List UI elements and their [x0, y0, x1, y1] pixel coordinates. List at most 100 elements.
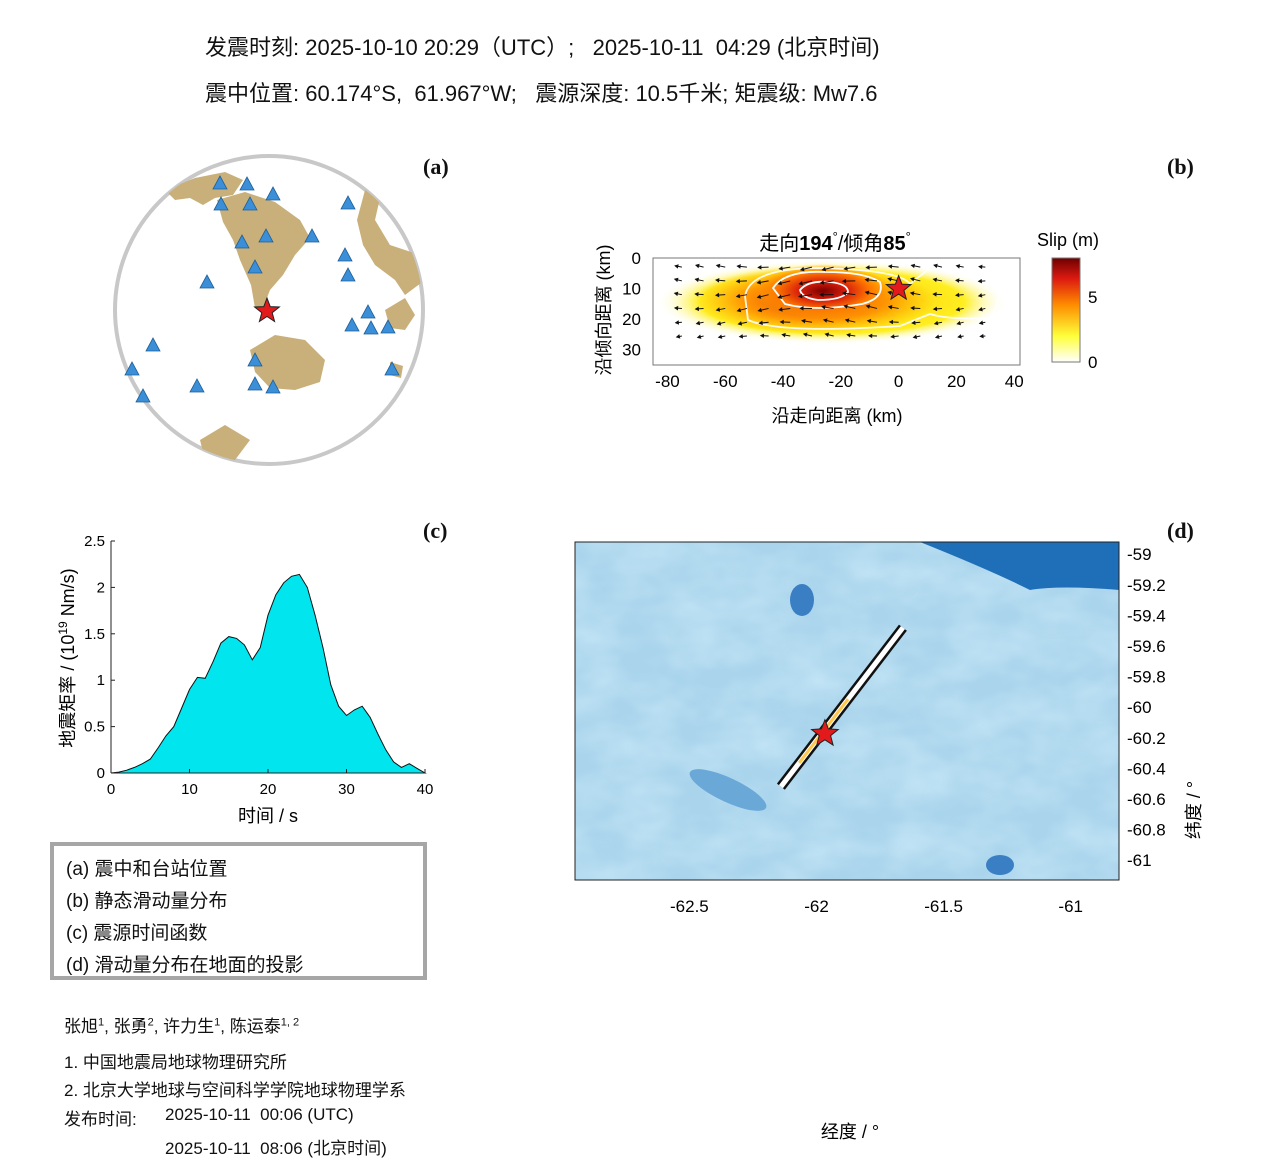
slip-vector-head [979, 333, 984, 339]
slip-vector-head [756, 280, 762, 285]
slip-vector-head [841, 291, 847, 296]
panel-label-d: (d) [1167, 518, 1194, 543]
epicenter-info-line: 震中位置: 60.174°S, 61.967°W; 震源深度: 10.5千米; … [205, 81, 878, 106]
slip-x-label: 沿走向距离 (km) [772, 406, 903, 426]
legend-box: (a) 震中和台站位置 (b) 静态滑动量分布 (c) 震源时间函数 (d) 滑… [50, 842, 427, 980]
slip-vector-head [977, 293, 983, 298]
origin-time-line: 发震时刻: 2025-10-10 20:29（UTC）; 2025-10-11 … [205, 35, 880, 60]
slip-vector-head [675, 334, 681, 339]
slip-vector-head [694, 277, 700, 283]
slip-vector-head [864, 277, 869, 283]
map-x-tick: -62.5 [670, 897, 709, 916]
slip-vector-head [735, 293, 741, 299]
map-x-tick: -61.5 [924, 897, 963, 916]
slip-vector-head [695, 320, 701, 326]
map-x-tick: -62 [804, 897, 829, 916]
affiliation-2: 2. 北京大学地球与空间科学学院地球物理学系 [64, 1081, 406, 1100]
slip-vector-head [777, 280, 783, 286]
slip-vector-head [978, 264, 983, 270]
panel-label-a: (a) [423, 154, 449, 179]
release-time-label: 发布时间: [64, 1110, 137, 1129]
land-masses [165, 172, 423, 460]
panel-label-b: (b) [1167, 154, 1194, 179]
stf-x-tick: 10 [181, 781, 198, 798]
station-triangle [340, 195, 356, 210]
legend-item: (c) 震源时间函数 [66, 923, 208, 944]
slip-x-tick: -80 [655, 372, 680, 391]
slip-vector-head [910, 263, 916, 269]
slip-vector-head [843, 304, 848, 309]
slip-vector-head [888, 319, 894, 325]
slip-vector-head [843, 266, 848, 271]
slip-field [656, 260, 1008, 344]
slip-y-ticks: 0 10 20 30 [622, 249, 641, 360]
station-triangle [363, 320, 379, 335]
station-triangle [380, 319, 396, 334]
slip-vector-head [868, 333, 873, 339]
slip-vector-head [715, 263, 721, 269]
release-time-utc: 2025-10-11 00:06 (UTC) [165, 1105, 354, 1124]
map-y-tick: -59 [1127, 545, 1152, 564]
slip-vector-head [887, 264, 893, 269]
slip-vector-head [932, 277, 938, 283]
slip-x-tick: -40 [771, 372, 796, 391]
stf-y-tick: 0 [97, 765, 105, 782]
map-y-tick: -59.2 [1127, 576, 1166, 595]
release-time-beijing: 2025-10-11 08:06 (北京时间) [165, 1139, 387, 1158]
stf-x-tick: 0 [107, 781, 115, 798]
slip-vector-head [978, 320, 984, 325]
slip-vector-head [696, 334, 702, 339]
station-triangle [145, 337, 161, 352]
legend-item: (a) 震中和台站位置 [66, 859, 228, 880]
station-triangle [239, 176, 255, 191]
stf-area [110, 573, 427, 774]
slip-y-label: 沿倾向距离 (km) [594, 245, 614, 376]
map-y-tick: -60.8 [1127, 821, 1166, 840]
map-x-ticks: -62.5 -62 -61.5 -61 [670, 897, 1083, 916]
slip-vector-head [737, 321, 743, 326]
affiliation-1: 1. 中国地震局地球物理研究所 [64, 1053, 287, 1072]
slip-vector-head [865, 265, 870, 270]
slip-vector-head [802, 332, 808, 337]
slip-vector-head [887, 290, 892, 296]
station-triangle [135, 388, 151, 403]
stf-x-tick: 30 [338, 781, 355, 798]
slip-vector-head [695, 263, 700, 269]
station-markers [124, 175, 400, 403]
map-y-tick: -60.2 [1127, 729, 1166, 748]
slip-distribution-chart: 走向194°/倾角85° -80 -60 -40 -20 0 20 40 0 10 20 30 沿… [594, 229, 1099, 426]
slip-vector-head [716, 321, 722, 326]
slip-y-tick: 10 [622, 280, 641, 299]
station-triangle [265, 186, 281, 201]
slip-vector-head [933, 263, 938, 269]
slip-vector-head [934, 334, 940, 339]
station-triangle [124, 361, 140, 376]
map-y-tick: -61 [1127, 851, 1152, 870]
slip-vector-head [887, 305, 893, 310]
station-triangle [247, 376, 263, 391]
slip-vector-head [910, 305, 915, 311]
slip-vector-head [717, 334, 723, 339]
station-triangle [360, 304, 376, 319]
slip-vector-head [715, 307, 721, 312]
station-map-globe [113, 154, 425, 466]
slip-vector-head [911, 320, 916, 325]
slip-vector-head [819, 292, 824, 298]
map-y-tick: -59.4 [1127, 606, 1166, 625]
slip-vector-head [866, 318, 872, 324]
slip-vector-head [864, 290, 870, 296]
slip-vector-head [957, 334, 962, 339]
slip-vector-head [673, 291, 679, 297]
slip-y-tick: 20 [622, 310, 641, 329]
station-triangle [340, 267, 356, 282]
land-australia-edge [200, 425, 250, 460]
stf-y-ticks: 0 0.5 1 1.5 2 2.5 [84, 533, 115, 782]
land-madagascar-region [385, 298, 415, 330]
slip-vector-head [887, 277, 892, 282]
land-antarctica [250, 335, 325, 390]
station-triangle [304, 228, 320, 243]
slip-vector-head [738, 334, 744, 339]
map-y-tick: -59.6 [1127, 637, 1166, 656]
slip-vector-head [910, 277, 915, 282]
author-list: 张旭1, 张勇2, 许力生1, 陈运泰1, 2 [64, 1016, 300, 1036]
